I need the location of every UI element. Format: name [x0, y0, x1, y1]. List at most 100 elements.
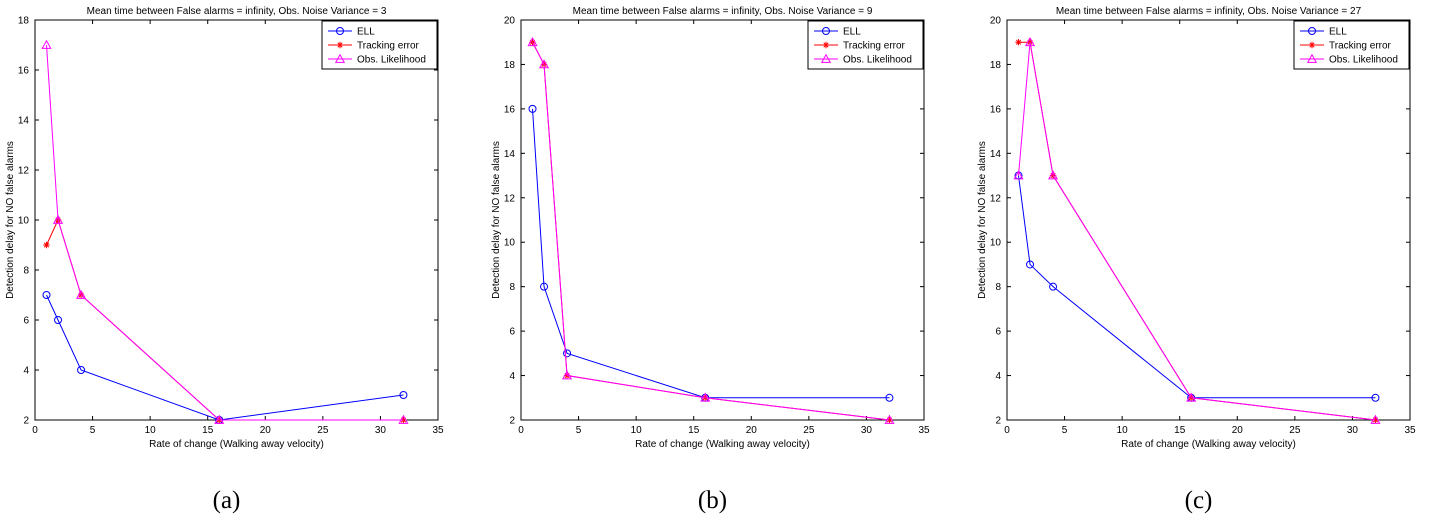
legend-marker [820, 53, 832, 63]
legend-entry: Tracking error [843, 41, 906, 52]
series-line [532, 108, 890, 399]
series-ell [528, 104, 894, 402]
y-tick-label: 14 [990, 149, 1002, 160]
x-tick-label: 0 [518, 425, 524, 436]
x-axis-label: Rate of change (Walking away velocity) [1121, 439, 1296, 450]
y-tick-label: 8 [509, 282, 515, 293]
series-line [1018, 175, 1376, 399]
y-tick-label: 4 [509, 371, 515, 382]
x-tick-label: 30 [861, 425, 873, 436]
series-obs-likelihood [41, 39, 409, 424]
data-point [1049, 282, 1058, 291]
y-tick-label: 10 [504, 238, 516, 249]
y-axis-label: Detection delay for NO false alarms [977, 141, 988, 299]
legend-entry: Obs. Likelihood [1329, 55, 1398, 66]
x-axis-label: Rate of change (Walking away velocity) [149, 439, 324, 450]
x-tick-label: 10 [1117, 425, 1129, 436]
series-tracking-error [529, 39, 893, 424]
y-axis-label: Detection delay for NO false alarms [5, 141, 16, 299]
series-line [1018, 42, 1376, 421]
x-tick-label: 25 [803, 425, 815, 436]
data-point [398, 414, 409, 424]
chart-title: Mean time between False alarms = infinit… [573, 6, 873, 17]
y-tick-label: 12 [504, 193, 516, 204]
data-point [700, 392, 711, 402]
legend: ELL Tracking error Obs. Likelihood [1293, 20, 1410, 70]
data-point [529, 39, 536, 46]
y-tick-label: 4 [23, 366, 29, 377]
x-tick-label: 5 [90, 425, 96, 436]
series-obs-likelihood [527, 36, 895, 424]
series-line [532, 41, 890, 421]
data-point [884, 414, 895, 424]
data-point [563, 349, 572, 358]
legend-marker [1306, 53, 1318, 63]
y-tick-label: 18 [990, 60, 1002, 71]
chart-title: Mean time between False alarms = infinit… [1056, 6, 1362, 17]
data-point [528, 104, 537, 113]
x-tick-label: 0 [32, 425, 38, 436]
data-point [77, 366, 86, 374]
x-tick-label: 35 [918, 425, 930, 436]
legend-marker [336, 27, 344, 35]
series-ell [42, 291, 408, 424]
data-point [1048, 170, 1059, 180]
y-tick-label: 16 [990, 104, 1002, 115]
y-tick-label: 14 [504, 149, 516, 160]
x-tick-label: 25 [1289, 425, 1301, 436]
data-point [1372, 416, 1379, 424]
series-line [46, 218, 404, 421]
x-tick-label: 20 [260, 425, 272, 436]
y-tick-label: 12 [18, 166, 30, 177]
legend-entry: ELL [843, 27, 861, 38]
panel-label: (b) [698, 487, 727, 514]
legend-entry: Obs. Likelihood [843, 55, 912, 66]
y-tick-label: 2 [23, 416, 29, 427]
x-tick-label: 30 [1347, 425, 1359, 436]
y-tick-label: 2 [995, 416, 1001, 427]
plot-area [34, 19, 439, 421]
data-point [527, 36, 538, 47]
data-point [214, 414, 225, 424]
x-tick-label: 15 [202, 425, 214, 436]
series-tracking-error [1015, 39, 1379, 424]
x-tick-label: 35 [432, 425, 444, 436]
chart-panel-1: Mean time between False alarms = infinit… [5, 6, 444, 514]
series-line [1018, 41, 1376, 421]
x-tick-label: 25 [317, 425, 329, 436]
x-tick-label: 20 [1232, 425, 1244, 436]
data-point [538, 59, 550, 69]
y-tick-label: 14 [18, 116, 30, 127]
legend-entry: ELL [357, 27, 375, 38]
legend-marker [1308, 41, 1316, 49]
y-tick-label: 8 [995, 282, 1001, 293]
x-tick-label: 5 [576, 425, 582, 436]
y-tick-label: 2 [509, 416, 515, 427]
data-point [1371, 393, 1380, 402]
legend-entry: Tracking error [357, 41, 420, 52]
y-tick-label: 6 [23, 316, 29, 327]
y-tick-label: 10 [990, 238, 1002, 249]
legend-entry: Obs. Likelihood [357, 55, 426, 66]
data-point [41, 39, 52, 49]
y-tick-label: 6 [509, 327, 515, 338]
x-tick-label: 0 [1004, 425, 1010, 436]
legend: ELL Tracking error Obs. Likelihood [807, 20, 924, 70]
x-tick-label: 15 [688, 425, 700, 436]
data-point [1186, 392, 1197, 402]
series-line [46, 294, 404, 421]
data-point [42, 291, 51, 299]
chart-panel-2: Mean time between False alarms = infinit… [491, 6, 930, 514]
y-axis-label: Detection delay for NO false alarms [491, 141, 502, 299]
legend-marker [334, 53, 346, 63]
y-tick-label: 20 [990, 16, 1002, 27]
x-tick-label: 35 [1404, 425, 1416, 436]
plot-area [520, 19, 925, 421]
y-tick-label: 16 [18, 66, 30, 77]
series-ell [1014, 171, 1380, 402]
chart-panel-3: Mean time between False alarms = infinit… [977, 6, 1416, 514]
data-point [885, 393, 894, 402]
data-point [1024, 36, 1036, 47]
data-point [1026, 260, 1035, 269]
